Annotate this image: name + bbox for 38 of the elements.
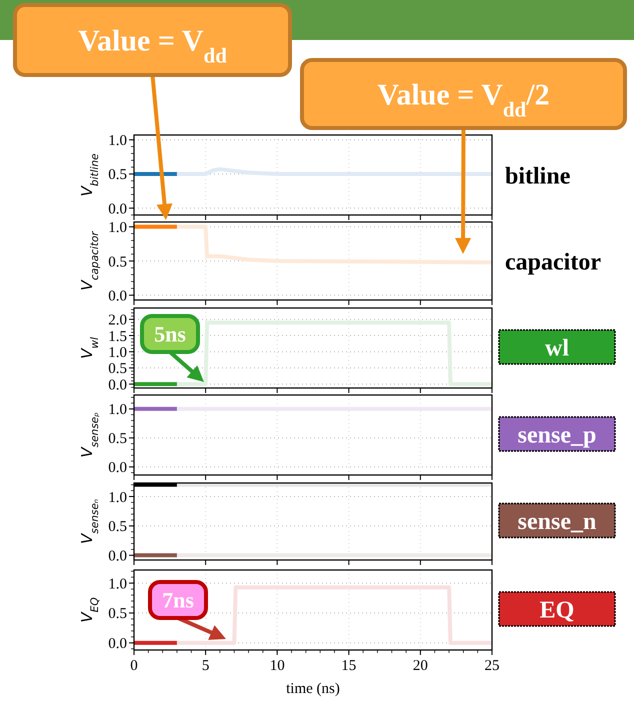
y-tick-label: 1.0 bbox=[108, 576, 127, 592]
y-tick-label: 1.0 bbox=[108, 490, 127, 506]
x-tick-label: 25 bbox=[484, 658, 500, 674]
y-tick-label: 0.5 bbox=[108, 431, 127, 448]
text: wl bbox=[545, 335, 570, 362]
x-tick-label: 20 bbox=[412, 658, 428, 674]
y-tick-label: 0.5 bbox=[108, 254, 127, 270]
y-tick-label: 2.0 bbox=[108, 312, 127, 329]
y-tick-label: 0.0 bbox=[108, 636, 127, 652]
annotation: 7ns bbox=[162, 588, 194, 613]
y-tick-label: 0.5 bbox=[108, 167, 127, 184]
text: EQ bbox=[540, 597, 574, 624]
y-tick-label: 0.5 bbox=[108, 519, 127, 536]
text: sense_n bbox=[518, 508, 596, 535]
y-tick-label: 0.0 bbox=[108, 288, 127, 304]
y-tick-label: 1.5 bbox=[108, 328, 127, 345]
text: sense_p bbox=[518, 422, 596, 448]
y-tick-label: 1.0 bbox=[108, 220, 127, 236]
x-axis-title: time (ns) bbox=[286, 681, 340, 697]
y-tick-label: 1.0 bbox=[108, 402, 127, 418]
text: Value = V$_{dd}$ bbox=[78, 24, 228, 68]
y-tick-label: 0.0 bbox=[108, 377, 127, 394]
text: Value = V$_{dd}$/2 bbox=[377, 78, 550, 122]
x-tick-label: 5 bbox=[202, 658, 210, 674]
y-tick-label: 0.0 bbox=[108, 548, 127, 565]
x-tick-label: 15 bbox=[341, 658, 356, 674]
y-tick-label: 1.0 bbox=[108, 344, 127, 361]
line-series bbox=[174, 224, 494, 264]
x-tick-label: 10 bbox=[270, 658, 285, 674]
y-tick-label: 0.0 bbox=[108, 460, 127, 476]
annotation: 5ns bbox=[154, 322, 186, 347]
y-tick-label: 1.0 bbox=[108, 133, 127, 150]
y-tick-label: 0.5 bbox=[108, 606, 127, 622]
text: capacitor bbox=[505, 249, 602, 276]
x-tick-label: 0 bbox=[130, 658, 138, 674]
y-tick-label: 0.0 bbox=[108, 201, 127, 218]
y-tick-label: 0.5 bbox=[108, 361, 127, 378]
text: bitline bbox=[505, 163, 571, 190]
